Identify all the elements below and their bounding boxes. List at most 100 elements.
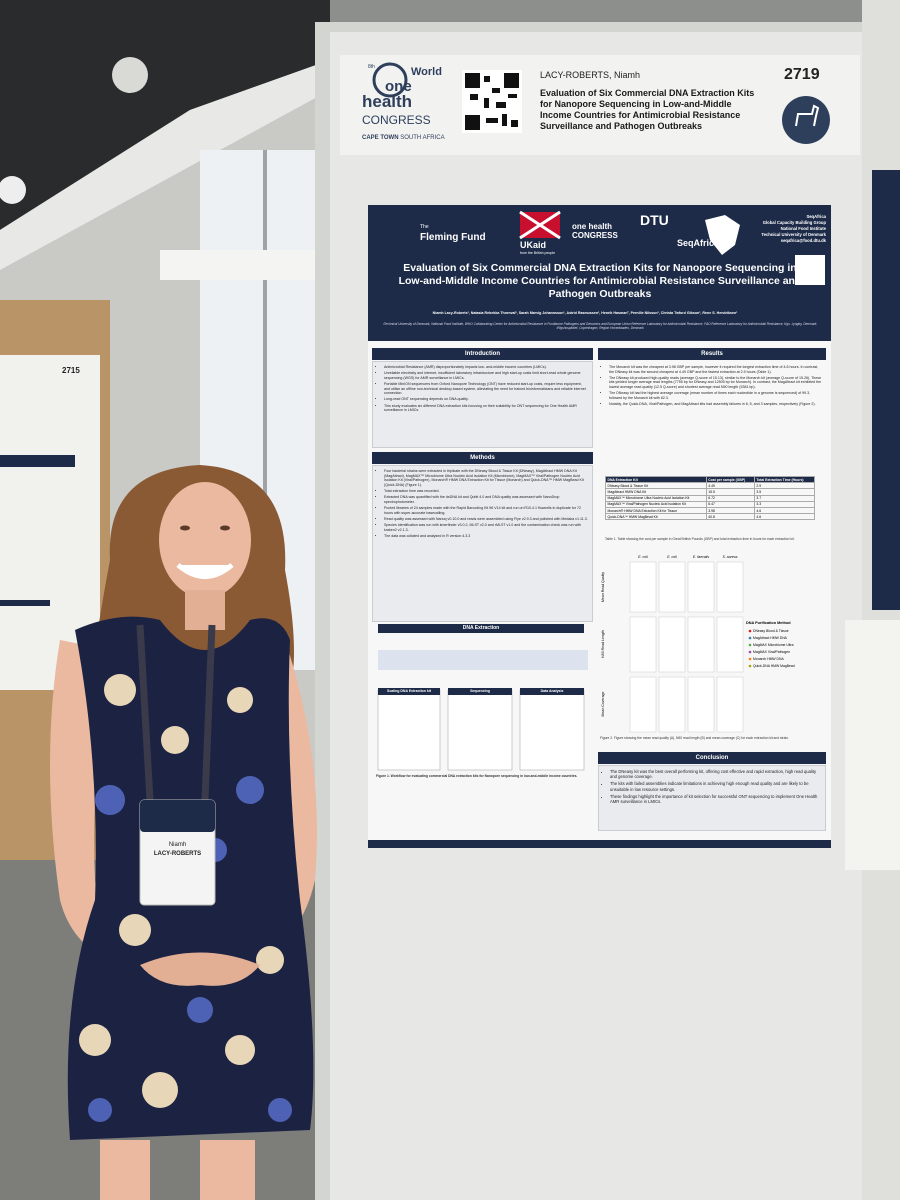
partner-info: SeqAfrica Global Capacity Building Group N… [752, 214, 826, 244]
logo-seqafrica: SeqAfrica [677, 238, 720, 248]
eye [180, 525, 190, 531]
table-wrap: DNA Extraction Kit Cost per sample (GBP) T… [605, 475, 816, 521]
bullet-list: Four bacterial strains were extracted in… [373, 466, 592, 542]
poster-qr [795, 255, 825, 285]
figure-heading: DNA Extraction [378, 624, 584, 633]
logos: The Fleming Fund UKaid from the British … [372, 210, 842, 270]
section-heading: Results [598, 348, 826, 360]
eye [220, 525, 230, 531]
affiliations: ¹Technical University of Denmark, Nation… [382, 322, 818, 330]
ceiling-light [112, 57, 148, 93]
logo-text: CONGRESS [362, 113, 431, 127]
next-poster-lower [845, 620, 900, 870]
authors: Niamh Lacy-Roberts¹, Natasia Rebekka Tho… [432, 311, 738, 315]
bullet-list: Antimicrobial Resistance (AMR) dispropor… [373, 362, 592, 416]
bullet: Long-read ONT sequencing depends on DNA … [384, 397, 588, 402]
column-label: E. faecalis [692, 555, 710, 559]
figure-caption: Figure 2. Figure showing the mean read q… [600, 736, 789, 740]
leg [200, 1140, 255, 1200]
logo-ukaid-sub: from the British people [520, 251, 556, 255]
beam [160, 250, 320, 280]
side-poster-bar [0, 600, 50, 606]
intro-box: Antimicrobial Resistance (AMR) dispropor… [372, 361, 593, 448]
bullet: The DNeasy kit was the best overall perf… [610, 769, 821, 780]
logo-city: CAPE TOWN [362, 135, 399, 141]
legend-entry: MagMAX Viral/Pathogen [753, 650, 791, 654]
legend-entry: Quick-DNA HMW MagBead [753, 664, 795, 668]
deer-icon [782, 96, 830, 144]
side-poster-band [0, 455, 75, 467]
poster-title: Evaluation of Six Commercial DNA Extract… [398, 262, 802, 300]
row-label: Mean Read Quality [601, 572, 605, 602]
bullet: The kits with failed assemblies indicate… [610, 781, 821, 792]
bullet: The DNeasy kit produced high-quality rea… [609, 376, 822, 390]
bullet: The Monarch kit was the cheapest at 3.98… [609, 365, 822, 374]
panel-heading: Data Analysis [520, 688, 584, 695]
poster-footer [368, 840, 831, 848]
methods-box: Four bacterial strains were extracted in… [372, 465, 593, 622]
qr-pattern [465, 73, 519, 130]
poster-banner [368, 205, 831, 341]
ceiling-panel [0, 60, 330, 270]
bullet: Antimicrobial Resistance (AMR) dispropor… [384, 365, 588, 370]
bullet-list: The DNeasy kit was the best overall perf… [599, 766, 825, 808]
logo-text: World [411, 66, 442, 78]
smile [176, 563, 234, 579]
section-heading: Introduction [372, 348, 593, 360]
section-heading: Conclusion [598, 752, 826, 764]
workflow [377, 650, 588, 771]
table-body: DNeasy Blood & Tissue Kit 4.49 2.9 MagAttra… [605, 482, 816, 521]
badge-first-name: Niamh [168, 842, 187, 848]
bullet: Total extraction time was recorded. [384, 489, 588, 494]
neck [185, 590, 225, 630]
row-label: Mean Coverage [601, 691, 605, 717]
logo-text: one [385, 78, 412, 95]
panel-heading: Sequencing [448, 688, 512, 695]
conclusion-box: The DNeasy kit was the best overall perf… [598, 765, 826, 831]
logo-text: health [362, 92, 413, 111]
next-poster [872, 170, 900, 610]
figure-caption: Figure 1. Workflow for evaluating commer… [376, 774, 578, 778]
table: DNA Extraction Kit Cost per sample (GBP) T… [605, 475, 816, 521]
table-cell: 4.6 [753, 513, 816, 521]
legend-title: DNA Purification Method [746, 621, 791, 625]
table-caption: Table 1. Table showing the cost per samp… [605, 537, 795, 541]
legend-entry: Monarch HMW DNA [753, 657, 784, 661]
header-panel [340, 55, 860, 155]
partner-line: seqafrica@food.dtu.dk [780, 238, 826, 243]
header-title: Evaluation of Six Commercial DNA Extract… [540, 88, 755, 131]
figure-panels [629, 561, 744, 733]
column-label: S. aureus [722, 555, 738, 559]
bullet: Four bacterial strains were extracted in… [384, 469, 588, 487]
ceiling [0, 0, 330, 230]
bullet: Read quality was assessed with Nanoq v0.… [384, 517, 588, 522]
results-text: The Monarch kit was the cheapest at 3.98… [598, 362, 826, 472]
figure2: E. coli E. coli E. faecalis S. aureus Mean R… [598, 550, 826, 750]
uk-flag-cross [519, 210, 561, 240]
bullet: Notably, the Quick-DNA, Viral/Pathogen, … [609, 402, 822, 407]
table-cell: Quick-DNA™ HMW MagBead Kit [605, 513, 707, 521]
column-label: E. coli [638, 555, 648, 559]
badge-top [140, 800, 215, 832]
column-label: E. coli [667, 555, 677, 559]
face [159, 482, 251, 598]
table-row: Quick-DNA™ HMW MagBead Kit 40.8 4.6 [605, 513, 816, 521]
legend-entry: DNeasy Blood & Tissue [753, 629, 789, 633]
logo-fleming: Fleming Fund [420, 232, 486, 243]
table-cell: 40.8 [705, 513, 755, 521]
partner-line: SeqAfrica [806, 214, 826, 219]
ceiling-light [0, 176, 26, 204]
section-heading: Methods [372, 452, 593, 464]
bullet: Pooled libraries of 24 samples made with… [384, 506, 588, 515]
side-poster-number: 2715 [62, 366, 80, 375]
row-label: N50 Read Length [601, 630, 605, 658]
legend-swatches [748, 629, 752, 668]
partner-line: National Food Institute [780, 226, 826, 231]
bullet: This study evaluates six different DNA e… [384, 404, 588, 413]
africa-icon [705, 215, 740, 255]
bullet: The data was collated and analysed in R … [384, 534, 588, 539]
lanyard [136, 624, 216, 801]
legend-entry: MagMAX Microbiome Ultra [753, 643, 794, 647]
panel-heading: Scaling DNA Extraction kit [378, 688, 440, 695]
